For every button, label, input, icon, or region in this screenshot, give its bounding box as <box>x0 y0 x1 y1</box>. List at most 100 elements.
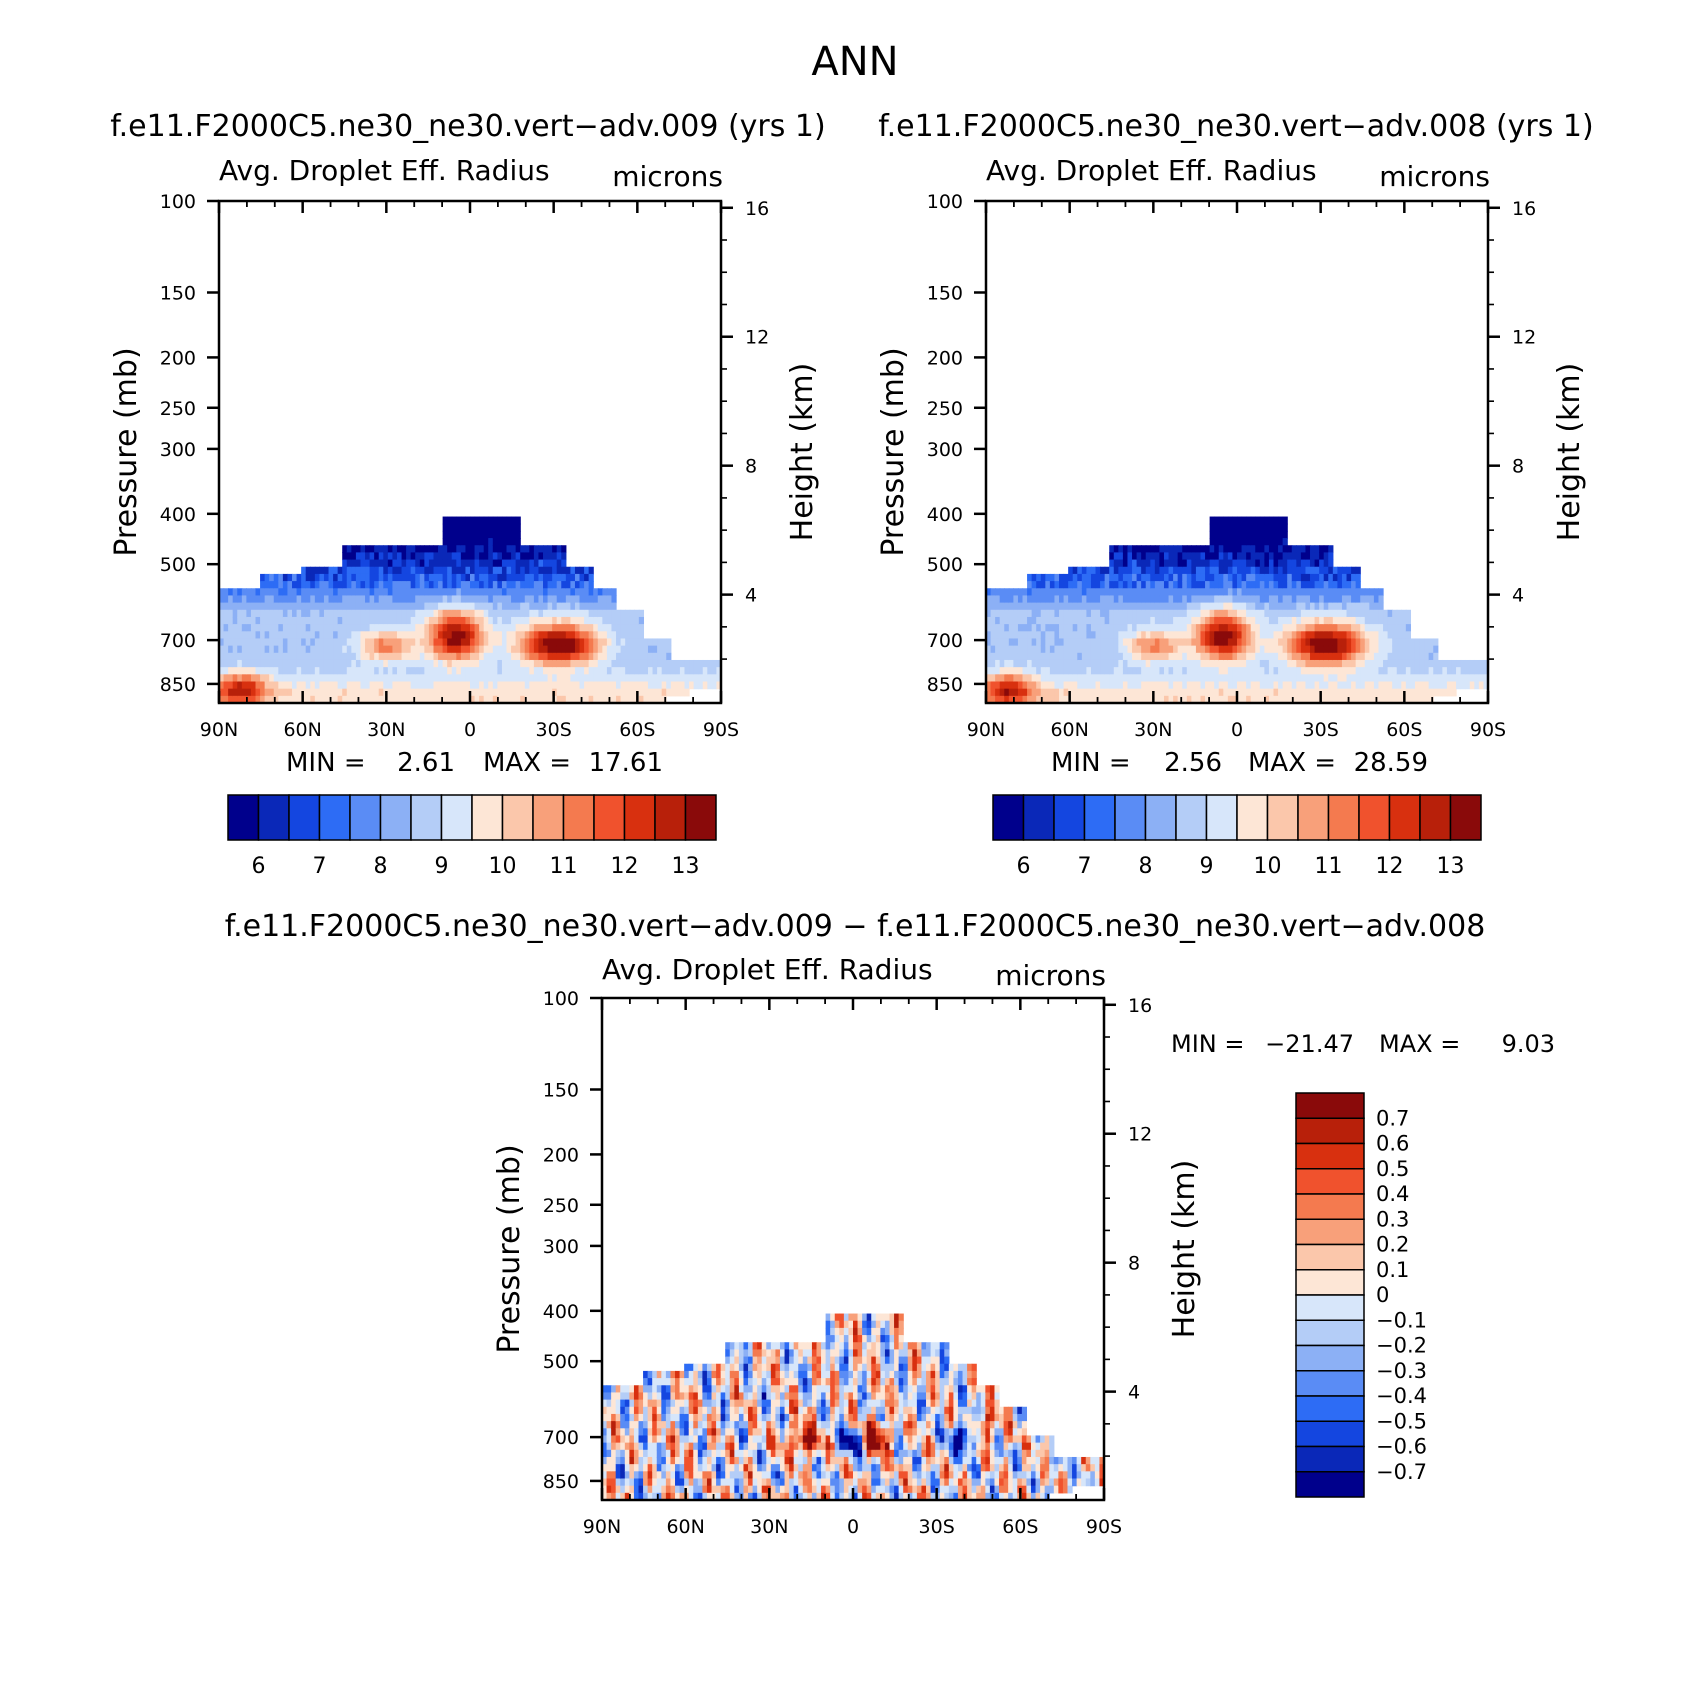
field-cell <box>1036 645 1042 654</box>
field-cell <box>246 681 252 690</box>
field-cell <box>451 659 457 668</box>
field-cell <box>392 681 398 690</box>
field-cell <box>702 1478 708 1487</box>
field-cell <box>652 645 658 654</box>
field-cell <box>501 552 508 561</box>
field-cell <box>729 1399 735 1408</box>
field-cell <box>1319 566 1325 575</box>
field-cell <box>770 1370 777 1379</box>
field-cell <box>1364 674 1370 683</box>
field-cell <box>1305 659 1311 668</box>
field-cell <box>752 1356 758 1365</box>
field-cell <box>565 602 571 611</box>
field-cell <box>1077 652 1083 661</box>
field-cell <box>1465 681 1471 690</box>
field-cell <box>1045 595 1051 604</box>
field-cell <box>638 681 645 690</box>
field-cell <box>574 609 581 618</box>
field-cell <box>365 559 371 568</box>
max-label: MAX = <box>483 748 571 778</box>
field-cell <box>1360 652 1366 661</box>
field-cell <box>679 1442 685 1451</box>
field-cell <box>442 559 448 568</box>
field-cell <box>1287 667 1293 675</box>
field-cell <box>1250 588 1256 597</box>
field-cell <box>219 602 225 611</box>
field-cell <box>1100 595 1106 604</box>
field-cell <box>1017 652 1024 661</box>
field-cell <box>1081 638 1087 647</box>
field-cell <box>616 652 622 661</box>
field-cell <box>1255 609 1261 618</box>
field-cell <box>1232 645 1238 654</box>
field-cell <box>1072 688 1078 697</box>
field-cell <box>1214 523 1220 532</box>
field-cell <box>1264 559 1270 568</box>
field-cell <box>314 681 320 690</box>
field-cell <box>346 659 352 668</box>
field-cell <box>1323 588 1329 597</box>
field-cell <box>346 674 352 683</box>
field-cell <box>584 681 590 690</box>
field-cell <box>337 638 343 647</box>
field-cell <box>725 1456 731 1465</box>
field-cell <box>1383 688 1389 697</box>
field-cell <box>770 1435 777 1444</box>
field-cell <box>255 659 261 668</box>
field-cell <box>1136 645 1142 654</box>
field-cell <box>602 695 608 704</box>
field-cell <box>1346 588 1352 597</box>
field-cell <box>766 1478 772 1487</box>
field-cell <box>319 609 325 618</box>
field-cell <box>428 588 435 597</box>
field-cell <box>1328 638 1334 647</box>
field-cell <box>1154 545 1161 553</box>
field-cell <box>643 1442 649 1451</box>
field-cell <box>752 1442 758 1451</box>
field-cell <box>1305 688 1311 697</box>
field-cell <box>1310 609 1316 618</box>
field-cell <box>620 1449 626 1458</box>
field-cell <box>1341 645 1348 654</box>
field-cell <box>538 695 544 704</box>
field-cell <box>506 588 512 597</box>
field-cell <box>1209 616 1215 625</box>
field-cell <box>584 588 590 597</box>
field-cell <box>716 1378 722 1386</box>
field-cell <box>497 523 503 532</box>
field-cell <box>264 681 270 690</box>
field-cell <box>757 1435 763 1444</box>
field-cell <box>1113 631 1119 640</box>
field-cell <box>1392 659 1398 668</box>
field-cell <box>1159 602 1165 611</box>
field-cell <box>264 667 270 675</box>
field-cell <box>1396 674 1402 683</box>
field-cell <box>679 1492 685 1501</box>
field-cell <box>766 1464 772 1472</box>
field-cell <box>1036 688 1042 697</box>
field-cell <box>1104 681 1110 690</box>
field-cell <box>529 631 535 640</box>
x-tick-label: 0 <box>1231 719 1243 741</box>
field-cell <box>1008 681 1014 690</box>
field-cell <box>689 681 695 690</box>
field-cell <box>483 674 489 683</box>
colorbar-box <box>227 794 260 841</box>
field-cell <box>374 631 380 640</box>
field-cell <box>1200 588 1206 597</box>
field-cell <box>506 688 512 697</box>
field-cell <box>688 1428 694 1437</box>
field-cell <box>305 645 311 654</box>
field-cell <box>579 674 585 683</box>
field-cell <box>529 681 535 690</box>
field-cell <box>1241 645 1247 654</box>
field-cell <box>1300 645 1307 654</box>
field-cell <box>570 638 576 647</box>
field-cell <box>1132 588 1138 597</box>
field-cell <box>643 688 649 697</box>
field-cell <box>1282 688 1288 697</box>
field-cell <box>415 566 421 575</box>
field-cell <box>611 1385 617 1394</box>
field-cell <box>1122 573 1129 582</box>
field-cell <box>1314 688 1320 697</box>
